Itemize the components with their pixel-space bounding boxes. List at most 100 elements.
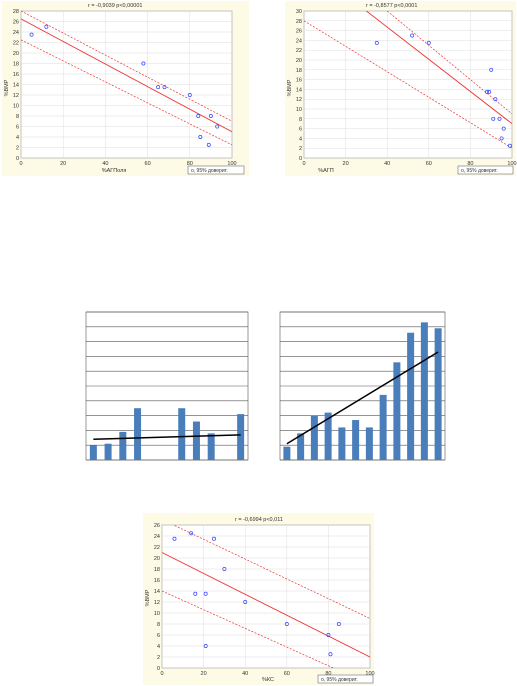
x-tick-label: 100 bbox=[365, 671, 374, 677]
y-tick-label: 26 bbox=[296, 29, 302, 35]
bar bbox=[192, 421, 200, 460]
y-tick-label: 26 bbox=[154, 523, 160, 529]
y-tick-label: 4 bbox=[299, 136, 302, 142]
bar bbox=[237, 414, 245, 460]
x-tick-label: 80 bbox=[187, 161, 193, 167]
data-point bbox=[326, 633, 331, 637]
ci-upper-line bbox=[386, 11, 512, 115]
x-tick-label: 0 bbox=[160, 671, 163, 677]
data-point bbox=[198, 135, 203, 139]
legend-text: о, 95% доверит. bbox=[191, 168, 228, 174]
legend-box bbox=[457, 165, 514, 175]
bar bbox=[178, 408, 186, 460]
plot-frame bbox=[85, 311, 249, 461]
bar bbox=[393, 362, 401, 460]
y-tick-label: 22 bbox=[296, 48, 302, 54]
ci-lower-line bbox=[304, 20, 512, 149]
data-point bbox=[208, 114, 213, 118]
y-tick-label: 12 bbox=[296, 97, 302, 103]
y-tick-label: 14 bbox=[154, 589, 160, 595]
y-tick-label: 28 bbox=[296, 19, 302, 25]
legend-text: о, 95% доверит. bbox=[461, 168, 498, 174]
y-tick-label: 12 bbox=[154, 600, 160, 606]
y-tick-label: 18 bbox=[154, 567, 160, 573]
legend-text: о, 95% доверит. bbox=[321, 677, 358, 683]
y-tick-label: 2 bbox=[299, 146, 302, 152]
plot-area bbox=[161, 524, 371, 669]
data-point bbox=[426, 40, 431, 45]
data-point bbox=[493, 97, 498, 102]
legend-box bbox=[187, 165, 245, 175]
bar bbox=[365, 427, 373, 460]
data-point bbox=[156, 85, 161, 90]
data-point bbox=[187, 93, 192, 97]
y-tick-label: 16 bbox=[154, 578, 160, 584]
y-tick-label: 4 bbox=[16, 135, 19, 141]
x-axis-label: %АГП bbox=[318, 168, 334, 174]
bar bbox=[297, 433, 305, 460]
data-point bbox=[284, 622, 289, 626]
legend-box bbox=[317, 674, 374, 684]
y-tick-label: 4 bbox=[157, 644, 160, 650]
x-axis-label: %АГПоля bbox=[102, 168, 127, 174]
x-tick-label: 80 bbox=[467, 161, 473, 167]
bar bbox=[379, 394, 387, 460]
x-tick-label: 60 bbox=[145, 161, 151, 167]
bar bbox=[89, 445, 97, 460]
data-point bbox=[328, 652, 333, 657]
y-tick-label: 8 bbox=[299, 117, 302, 123]
trend-line bbox=[286, 351, 439, 445]
y-tick-label: 30 bbox=[296, 9, 302, 15]
data-point bbox=[222, 567, 227, 571]
y-tick-label: 2 bbox=[157, 655, 160, 661]
data-point bbox=[243, 600, 248, 604]
bar bbox=[324, 412, 332, 460]
y-tick-label: 10 bbox=[154, 611, 160, 617]
stat-text: r = -0,9039 p<0,00001 bbox=[88, 3, 142, 9]
regression-line bbox=[21, 18, 232, 133]
data-point bbox=[212, 536, 216, 541]
x-tick-label: 0 bbox=[302, 161, 305, 167]
y-tick-label: 12 bbox=[13, 93, 19, 99]
ci-upper-line bbox=[21, 11, 232, 122]
plot-frame bbox=[279, 311, 446, 461]
y-tick-label: 26 bbox=[13, 20, 19, 26]
data-point bbox=[507, 143, 512, 148]
ci-lower-line bbox=[21, 39, 232, 146]
data-point bbox=[196, 114, 201, 118]
regression-line bbox=[162, 552, 370, 658]
bar bbox=[134, 408, 142, 460]
y-tick-label: 20 bbox=[154, 556, 160, 562]
y-axis-label: %ВМР bbox=[287, 79, 293, 96]
data-point bbox=[141, 61, 146, 66]
data-point bbox=[487, 89, 492, 94]
y-tick-label: 14 bbox=[296, 87, 302, 93]
y-tick-label: 10 bbox=[296, 107, 302, 113]
y-tick-label: 8 bbox=[16, 114, 19, 120]
bar-panel-1 bbox=[85, 311, 249, 461]
stat-text: r = -0,6994 p<0,011 bbox=[235, 517, 283, 523]
bar bbox=[352, 420, 360, 460]
x-tick-label: 100 bbox=[227, 161, 236, 167]
data-point bbox=[203, 591, 208, 596]
y-tick-label: 22 bbox=[13, 41, 19, 47]
bar bbox=[407, 332, 415, 460]
data-point bbox=[215, 124, 220, 129]
bar bbox=[207, 433, 215, 460]
bar bbox=[434, 328, 442, 460]
y-tick-label: 28 bbox=[13, 9, 19, 15]
y-tick-label: 18 bbox=[13, 62, 19, 68]
bar bbox=[119, 431, 127, 460]
y-tick-label: 14 bbox=[13, 83, 19, 89]
x-tick-label: 80 bbox=[325, 671, 331, 677]
data-point bbox=[374, 40, 379, 45]
data-point bbox=[203, 644, 208, 648]
y-tick-label: 0 bbox=[157, 666, 160, 672]
x-tick-label: 20 bbox=[60, 161, 66, 167]
x-tick-label: 60 bbox=[426, 161, 432, 167]
y-tick-label: 0 bbox=[16, 156, 19, 162]
plot-area bbox=[303, 10, 513, 159]
x-tick-label: 100 bbox=[507, 161, 516, 167]
